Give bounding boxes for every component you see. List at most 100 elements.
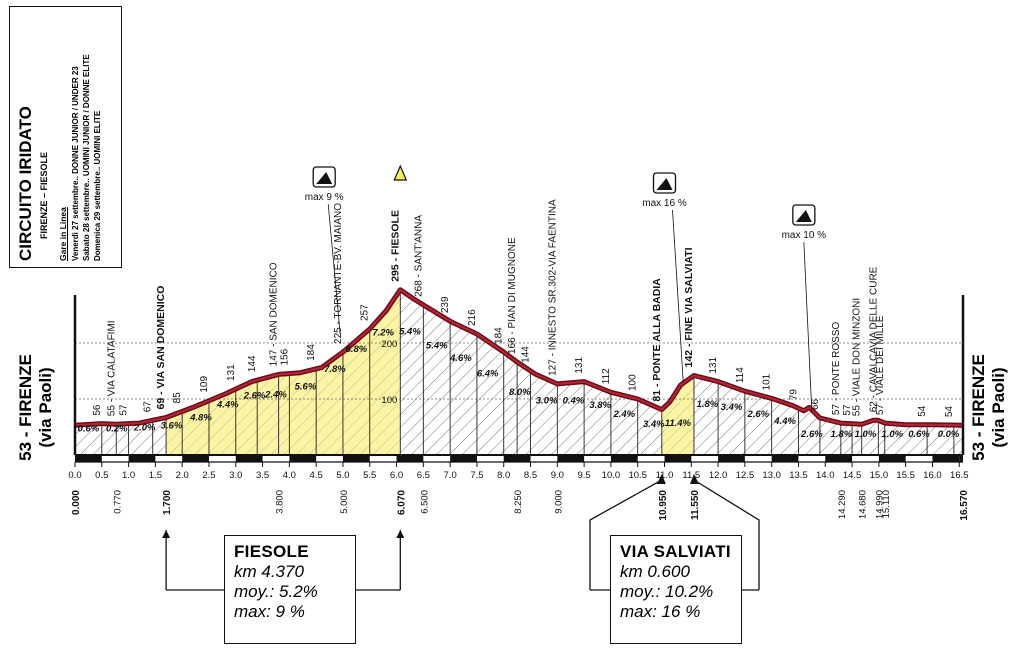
info-heading: Gare in Linea: [58, 207, 68, 261]
km-marker-label: 3.800: [275, 490, 286, 514]
gradient-label: 0.6%: [908, 429, 930, 440]
arrow-icon: [656, 474, 666, 484]
ruler-segment: [557, 455, 585, 462]
elevation-label: 131: [708, 357, 719, 374]
gradient-label: 5.4%: [399, 327, 421, 338]
elevation-label: 127 - INNESTO SR.302-VIA FAENTINA: [547, 199, 558, 376]
finish-label-name: 53 - FIRENZE: [969, 354, 988, 461]
mountain-icon: [656, 178, 673, 190]
x-tick-label: 10.5: [628, 470, 647, 481]
elevation-label: 55 - VIA CALATAFIMI: [106, 320, 117, 416]
mountain-icon: [316, 172, 333, 184]
x-tick-label: 16.0: [923, 470, 942, 481]
elevation-label: 156: [279, 348, 290, 365]
elevation-label: 131: [226, 364, 237, 381]
elevation-label: 100: [628, 374, 639, 391]
info-line: Venerdì 27 settembre.. DONNE JUNIOR / UN…: [71, 66, 80, 261]
ruler-segment: [825, 455, 853, 462]
gradient-label: 2.6%: [746, 409, 769, 420]
x-tick-label: 6.0: [390, 470, 403, 481]
x-tick-label: 12.5: [736, 470, 755, 481]
x-tick-label: 12.0: [709, 470, 728, 481]
elevation-label: 131: [574, 357, 585, 374]
gradient-label: 5.4%: [426, 341, 448, 352]
start-label: 53 - FIRENZE (via Paoli): [16, 340, 76, 475]
climb-box-average: moy.: 5.2%: [234, 582, 318, 601]
ruler-segment: [878, 455, 906, 462]
gradient-label: 2.6%: [243, 390, 266, 401]
gradient-label: 0.2%: [106, 423, 128, 434]
gradient-label: 11.4%: [665, 418, 692, 429]
max-gradient-pointer: [803, 241, 813, 413]
x-tick-label: 15.0: [870, 470, 889, 481]
gradient-label: 4.6%: [449, 353, 472, 364]
gradient-label: 3.4%: [721, 402, 743, 413]
x-tick-label: 11.5: [682, 470, 700, 481]
gradient-label: 2.4%: [612, 409, 635, 420]
gradient-label: 4.8%: [189, 412, 212, 423]
gradient-label: 7.8%: [324, 364, 346, 375]
info-line: Sabato 28 settembre.. UOMINI JUNIOR / DO…: [82, 54, 91, 261]
x-tick-label: 7.0: [444, 470, 457, 481]
gradient-label: 1.0%: [855, 429, 877, 440]
gradient-label: 3.6%: [161, 421, 183, 432]
gradient-label: 7.2%: [372, 328, 394, 339]
gradient-label: 3.8%: [589, 400, 611, 411]
x-tick-label: 9.5: [578, 470, 591, 481]
climb-area-hatch: [661, 375, 694, 455]
ruler-segment: [771, 455, 799, 462]
max-gradient-pointer: [327, 203, 341, 335]
x-tick-label: 8.0: [497, 470, 510, 481]
gradient-label: 6.4%: [477, 369, 499, 380]
elevation-label: 101: [762, 373, 773, 390]
gradient-label: 1.0%: [881, 429, 903, 440]
arrow-icon: [396, 530, 405, 538]
ruler-segment: [289, 455, 317, 462]
gradient-label: 1.8%: [831, 429, 853, 440]
elevation-label: 81 - PONTE ALLA BADIA: [651, 278, 663, 402]
ruler-segment: [75, 455, 102, 462]
km-marker-label: 0.000: [71, 490, 82, 515]
max-gradient-label: max 10 %: [782, 230, 827, 241]
climb-box-title: VIA SALVIATI: [620, 542, 731, 561]
climb-box-max: max: 16 %: [620, 602, 701, 621]
max-gradient-label: max 16 %: [642, 198, 687, 209]
climb-box-via-salviati: VIA SALVIATI km 0.600 moy.: 10.2% max: 1…: [610, 535, 742, 644]
km-marker-label: 11.550: [690, 490, 701, 520]
gradient-label: 2.6%: [800, 429, 823, 440]
climb-box-fiesole: FIESOLE km 4.370 moy.: 5.2% max: 9 %: [224, 535, 356, 644]
elevation-label: 79: [788, 389, 799, 401]
gradient-label: 6.8%: [346, 344, 368, 355]
x-tick-label: 10.0: [602, 470, 621, 481]
x-tick-label: 5.0: [336, 470, 349, 481]
summit-icon: [393, 164, 408, 181]
climb-bracket: [589, 479, 760, 590]
start-label-name: 53 - FIRENZE: [16, 354, 35, 461]
km-marker-label: 6.070: [396, 490, 407, 515]
ruler-segment: [610, 455, 638, 462]
climb-area-hatch: [166, 289, 401, 455]
elevation-label: 142 - FINE VIA SALVIATI: [683, 247, 695, 367]
gradient-label: 5.6%: [295, 381, 317, 392]
km-marker-label: 10.950: [658, 490, 669, 521]
profile-line: [74, 288, 964, 427]
elevation-label: 184: [306, 344, 317, 361]
x-tick-label: 16.5: [950, 470, 969, 481]
km-marker-label: 14.680: [858, 490, 869, 519]
ruler-segment: [959, 455, 963, 462]
gradient-label: 3.4%: [643, 419, 665, 430]
x-tick-label: 14.5: [843, 470, 862, 481]
max-gradient-label: max 9 %: [305, 192, 344, 203]
arrow-icon: [689, 474, 699, 484]
elevation-label: 109: [199, 376, 210, 393]
elevation-label: 57 - PONTE ROSSO: [831, 322, 842, 416]
gradient-label: 2.0%: [133, 422, 156, 433]
info-line: Domenica 29 settembre.. UOMINI ELITE: [93, 110, 102, 261]
elevation-label: 85: [172, 392, 183, 404]
climb-box-average: moy.: 10.2%: [620, 582, 714, 601]
elevation-label: 112: [601, 368, 612, 384]
x-tick-label: 0.0: [68, 470, 81, 481]
elevation-label: 268 - SANT'ANNA: [413, 215, 424, 297]
gradient-label: 1.8%: [697, 399, 719, 410]
